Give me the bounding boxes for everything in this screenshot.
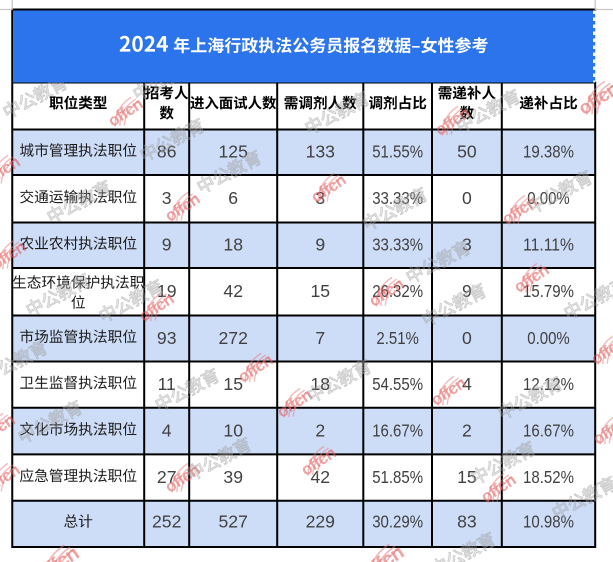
- svg-text:11.11%: 11.11%: [523, 235, 574, 255]
- svg-text:2.51%: 2.51%: [376, 328, 419, 348]
- svg-text:10: 10: [223, 420, 243, 440]
- svg-text:27: 27: [157, 467, 177, 487]
- svg-text:252: 252: [152, 512, 181, 532]
- svg-text:51.85%: 51.85%: [372, 467, 423, 487]
- svg-text:15: 15: [310, 281, 330, 301]
- svg-text:33.33%: 33.33%: [372, 235, 423, 255]
- svg-text:0.00%: 0.00%: [527, 188, 570, 208]
- svg-text:3: 3: [162, 188, 172, 208]
- svg-text:9: 9: [315, 235, 325, 255]
- svg-text:4: 4: [462, 374, 472, 394]
- svg-text:272: 272: [219, 328, 248, 348]
- svg-text:42: 42: [310, 467, 330, 487]
- svg-text:50: 50: [457, 142, 477, 162]
- svg-text:39: 39: [223, 467, 243, 487]
- svg-text:6: 6: [228, 188, 238, 208]
- svg-text:229: 229: [306, 512, 335, 532]
- svg-text:527: 527: [219, 512, 248, 532]
- svg-text:42: 42: [223, 281, 243, 301]
- svg-text:30.29%: 30.29%: [372, 512, 423, 532]
- svg-text:19: 19: [157, 281, 177, 301]
- svg-text:26.32%: 26.32%: [372, 281, 423, 301]
- svg-text:7: 7: [315, 328, 325, 348]
- svg-text:15: 15: [223, 374, 243, 394]
- svg-text:0.00%: 0.00%: [527, 328, 570, 348]
- svg-text:18.52%: 18.52%: [523, 467, 574, 487]
- svg-text:16.67%: 16.67%: [523, 420, 574, 440]
- svg-text:3: 3: [462, 235, 472, 255]
- svg-text:4: 4: [162, 420, 172, 440]
- svg-text:9: 9: [462, 281, 472, 301]
- svg-text:2: 2: [462, 420, 472, 440]
- svg-text:2: 2: [315, 420, 325, 440]
- svg-text:19.38%: 19.38%: [523, 142, 574, 162]
- svg-text:133: 133: [306, 142, 336, 162]
- svg-text:15.79%: 15.79%: [523, 281, 574, 301]
- svg-text:11: 11: [158, 374, 176, 394]
- svg-text:93: 93: [157, 328, 177, 348]
- svg-text:83: 83: [457, 512, 477, 532]
- svg-text:125: 125: [219, 142, 249, 162]
- svg-text:10.98%: 10.98%: [523, 512, 574, 532]
- svg-text:9: 9: [162, 235, 172, 255]
- svg-text:51.55%: 51.55%: [372, 142, 423, 162]
- svg-text:3: 3: [315, 188, 325, 208]
- svg-text:15: 15: [457, 467, 477, 487]
- svg-text:18: 18: [223, 235, 243, 255]
- svg-text:16.67%: 16.67%: [372, 420, 423, 440]
- svg-text:0: 0: [462, 328, 472, 348]
- svg-text:0: 0: [462, 188, 472, 208]
- svg-text:54.55%: 54.55%: [372, 374, 423, 394]
